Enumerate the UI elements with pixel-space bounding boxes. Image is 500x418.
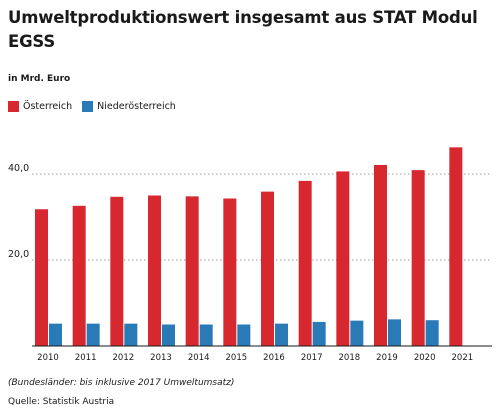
y-tick-label-20: 20,0 (8, 249, 29, 260)
chart-title: Umweltproduktionswert insgesamt aus STAT… (8, 8, 478, 51)
x-tick-label-2019: 2019 (376, 353, 398, 363)
x-tick-label-2016: 2016 (263, 353, 285, 363)
bar-oesterreich-2011 (72, 205, 86, 346)
bar-niederoesterreich-2017 (312, 321, 326, 346)
x-tick-label-2020: 2020 (414, 353, 436, 363)
x-tick-label-2011: 2011 (75, 353, 97, 363)
bar-niederoesterreich-2015 (237, 324, 251, 346)
x-tick-label-2010: 2010 (37, 353, 59, 363)
bar-oesterreich-2015 (223, 198, 237, 346)
x-tick-label-2015: 2015 (226, 353, 248, 363)
bar-oesterreich-2014 (185, 196, 199, 346)
bar-oesterreich-2017 (298, 180, 312, 346)
unit-label: in Mrd. Euro (8, 74, 71, 84)
bar-niederoesterreich-2013 (162, 324, 175, 346)
legend-item-niederoesterreich: Niederösterreich (82, 101, 176, 112)
legend-label-niederoesterreich: Niederösterreich (97, 101, 176, 112)
bar-niederoesterreich-2016 (275, 323, 288, 346)
x-tick-label-2013: 2013 (150, 353, 172, 363)
x-tick-label-2012: 2012 (113, 353, 135, 363)
bar-oesterreich-2018 (336, 171, 350, 346)
chart-note: (Bundesländer: bis inklusive 2017 Umwelt… (8, 378, 235, 388)
bar-oesterreich-2013 (148, 195, 161, 346)
bar-oesterreich-2010 (35, 209, 48, 346)
bar-oesterreich-2012 (110, 196, 124, 346)
x-tick-label-2018: 2018 (339, 353, 361, 363)
y-tick-label-40: 40,0 (8, 163, 29, 174)
legend: Österreich Niederösterreich (8, 101, 186, 112)
bar-oesterreich-2021 (449, 147, 463, 346)
bar-niederoesterreich-2011 (86, 323, 100, 346)
bar-niederoesterreich-2020 (425, 320, 439, 346)
legend-item-oesterreich: Österreich (8, 101, 72, 112)
bar-niederoesterreich-2012 (124, 323, 138, 346)
bar-oesterreich-2019 (374, 164, 387, 346)
x-tick-label-2017: 2017 (301, 353, 323, 363)
bar-oesterreich-2016 (261, 191, 274, 346)
x-tick-label-2014: 2014 (188, 353, 210, 363)
bar-niederoesterreich-2018 (350, 320, 364, 346)
bar-oesterreich-2020 (411, 170, 425, 346)
chart-source: Quelle: Statistik Austria (8, 397, 115, 407)
legend-label-oesterreich: Österreich (23, 101, 73, 112)
bar-niederoesterreich-2014 (199, 324, 213, 346)
bar-niederoesterreich-2010 (49, 323, 62, 346)
x-tick-label-2021: 2021 (452, 353, 474, 363)
bar-niederoesterreich-2019 (388, 319, 401, 346)
legend-swatch-niederoesterreich (82, 101, 94, 112)
legend-swatch-oesterreich (8, 101, 19, 112)
